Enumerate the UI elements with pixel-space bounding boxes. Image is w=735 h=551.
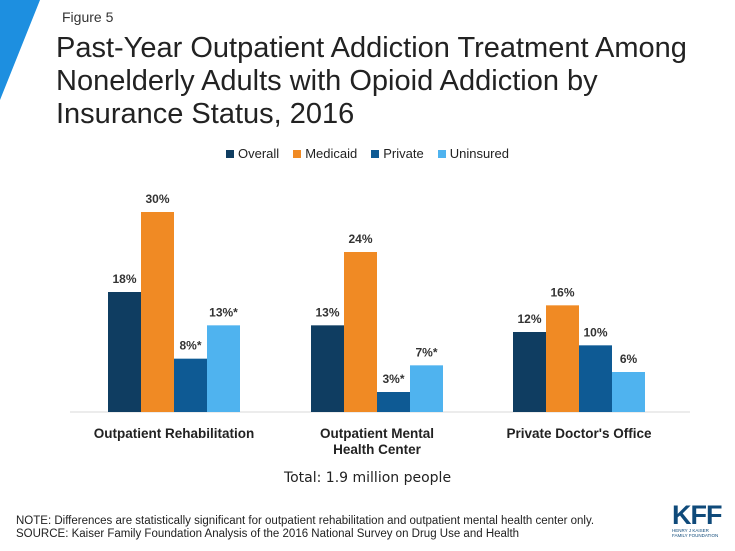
data-label: 8%* (179, 339, 201, 353)
legend-label: Private (383, 146, 424, 161)
data-label: 10% (583, 325, 607, 339)
data-label: 6% (620, 352, 638, 366)
chart-title: Past-Year Outpatient Addiction Treatment… (56, 32, 687, 130)
figure-label: Figure 5 (62, 9, 114, 25)
data-label: 16% (550, 285, 574, 299)
bar-uninsured (410, 365, 443, 412)
logo-line-1: HENRY J KAISER (672, 528, 709, 533)
bar-overall (311, 325, 344, 412)
legend-label: Medicaid (305, 146, 358, 161)
source-text: SOURCE: Kaiser Family Foundation Analysi… (16, 528, 520, 540)
bar-medicaid (141, 212, 174, 412)
data-label: 13%* (209, 305, 238, 319)
corner-accent (0, 0, 40, 100)
data-label: 18% (112, 272, 136, 286)
bar-medicaid (546, 305, 579, 412)
data-label: 3%* (382, 372, 404, 386)
legend-item-overall: Overall (226, 146, 279, 161)
data-label: 7%* (415, 345, 437, 359)
data-label: 30% (145, 192, 169, 206)
data-label: 12% (517, 312, 541, 326)
category-label: Outpatient Rehabilitation (94, 426, 255, 441)
legend-swatch (293, 149, 302, 158)
chart-legend: Overall Medicaid Private Uninsured (0, 146, 735, 161)
data-label: 24% (348, 232, 372, 246)
bar-uninsured (612, 372, 645, 412)
legend-swatch (437, 149, 446, 158)
category-label: Health Center (333, 442, 422, 457)
legend-swatch (371, 149, 380, 158)
bar-private (579, 345, 612, 412)
category-label: Private Doctor's Office (506, 426, 651, 441)
legend-label: Overall (238, 146, 280, 161)
category-label: Outpatient Mental (320, 426, 434, 441)
footnote: NOTE: Differences are statistically sign… (16, 515, 594, 541)
legend-label: Uninsured (449, 146, 509, 161)
total-caption: Total: 1.9 million people (283, 470, 452, 486)
data-label: 13% (315, 305, 339, 319)
note-text: NOTE: Differences are statistically sign… (16, 515, 595, 527)
logo-line-2: FAMILY FOUNDATION (672, 533, 719, 538)
legend-item-uninsured: Uninsured (437, 146, 509, 161)
legend-swatch (226, 149, 235, 158)
kff-logo: KFF HENRY J KAISER FAMILY FOUNDATION (672, 500, 724, 539)
bar-uninsured (207, 325, 240, 412)
bar-overall (108, 292, 141, 412)
bar-medicaid (344, 252, 377, 412)
legend-item-medicaid: Medicaid (293, 146, 357, 161)
bar-overall (513, 332, 546, 412)
bar-private (377, 392, 410, 412)
logo-mark: KFF (672, 500, 722, 530)
bar-private (174, 358, 207, 412)
legend-item-private: Private (371, 146, 424, 161)
